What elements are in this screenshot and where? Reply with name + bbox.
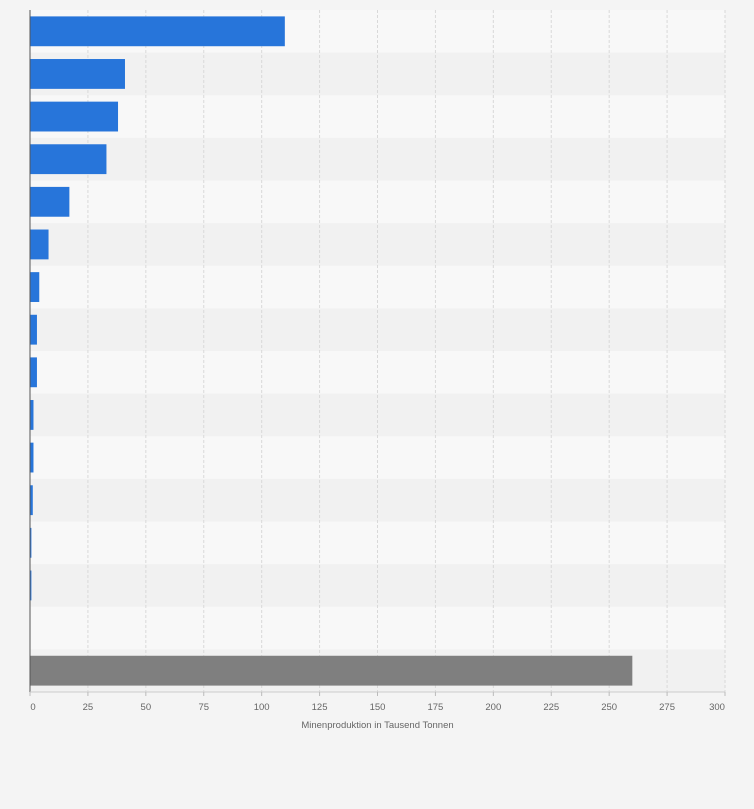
x-tick-label: 200: [485, 702, 501, 713]
x-tick-label: 125: [312, 702, 328, 713]
x-tick-label: 150: [370, 702, 386, 713]
x-tick-label: 250: [601, 702, 617, 713]
x-axis-title: Minenproduktion in Tausend Tonnen: [301, 720, 453, 731]
row-band: [30, 308, 725, 351]
bars: [30, 16, 633, 686]
bar: [30, 186, 70, 217]
bar: [30, 16, 285, 47]
x-tick-label: 75: [198, 702, 209, 713]
gridlines: [87, 10, 726, 692]
x-tick-label: 225: [543, 702, 559, 713]
bar: [30, 272, 40, 302]
bar: [30, 400, 34, 430]
bar: [30, 314, 37, 345]
bar: [30, 485, 33, 516]
bar: [30, 229, 49, 260]
bar: [30, 357, 37, 388]
bar: [30, 59, 125, 89]
x-tick-label: 50: [141, 702, 152, 713]
x-axis-ticks: 0 25 50 75 100 125 150 175 200 225 250 275 300: [29, 692, 726, 713]
x-tick-label: 100: [254, 702, 270, 713]
bar: [30, 101, 119, 132]
row-band: [30, 52, 725, 96]
x-tick-label: 25: [83, 702, 94, 713]
row-band: [30, 137, 725, 181]
bar: [30, 527, 32, 558]
x-tick-label: 175: [427, 702, 443, 713]
x-tick-label: 0: [30, 702, 35, 713]
row-band: [30, 223, 725, 266]
bar: [30, 144, 107, 175]
bar: [30, 442, 34, 473]
x-tick-label: 300: [709, 702, 725, 713]
bar: [30, 570, 32, 601]
bar: [30, 655, 633, 686]
x-tick-label: 275: [659, 702, 675, 713]
